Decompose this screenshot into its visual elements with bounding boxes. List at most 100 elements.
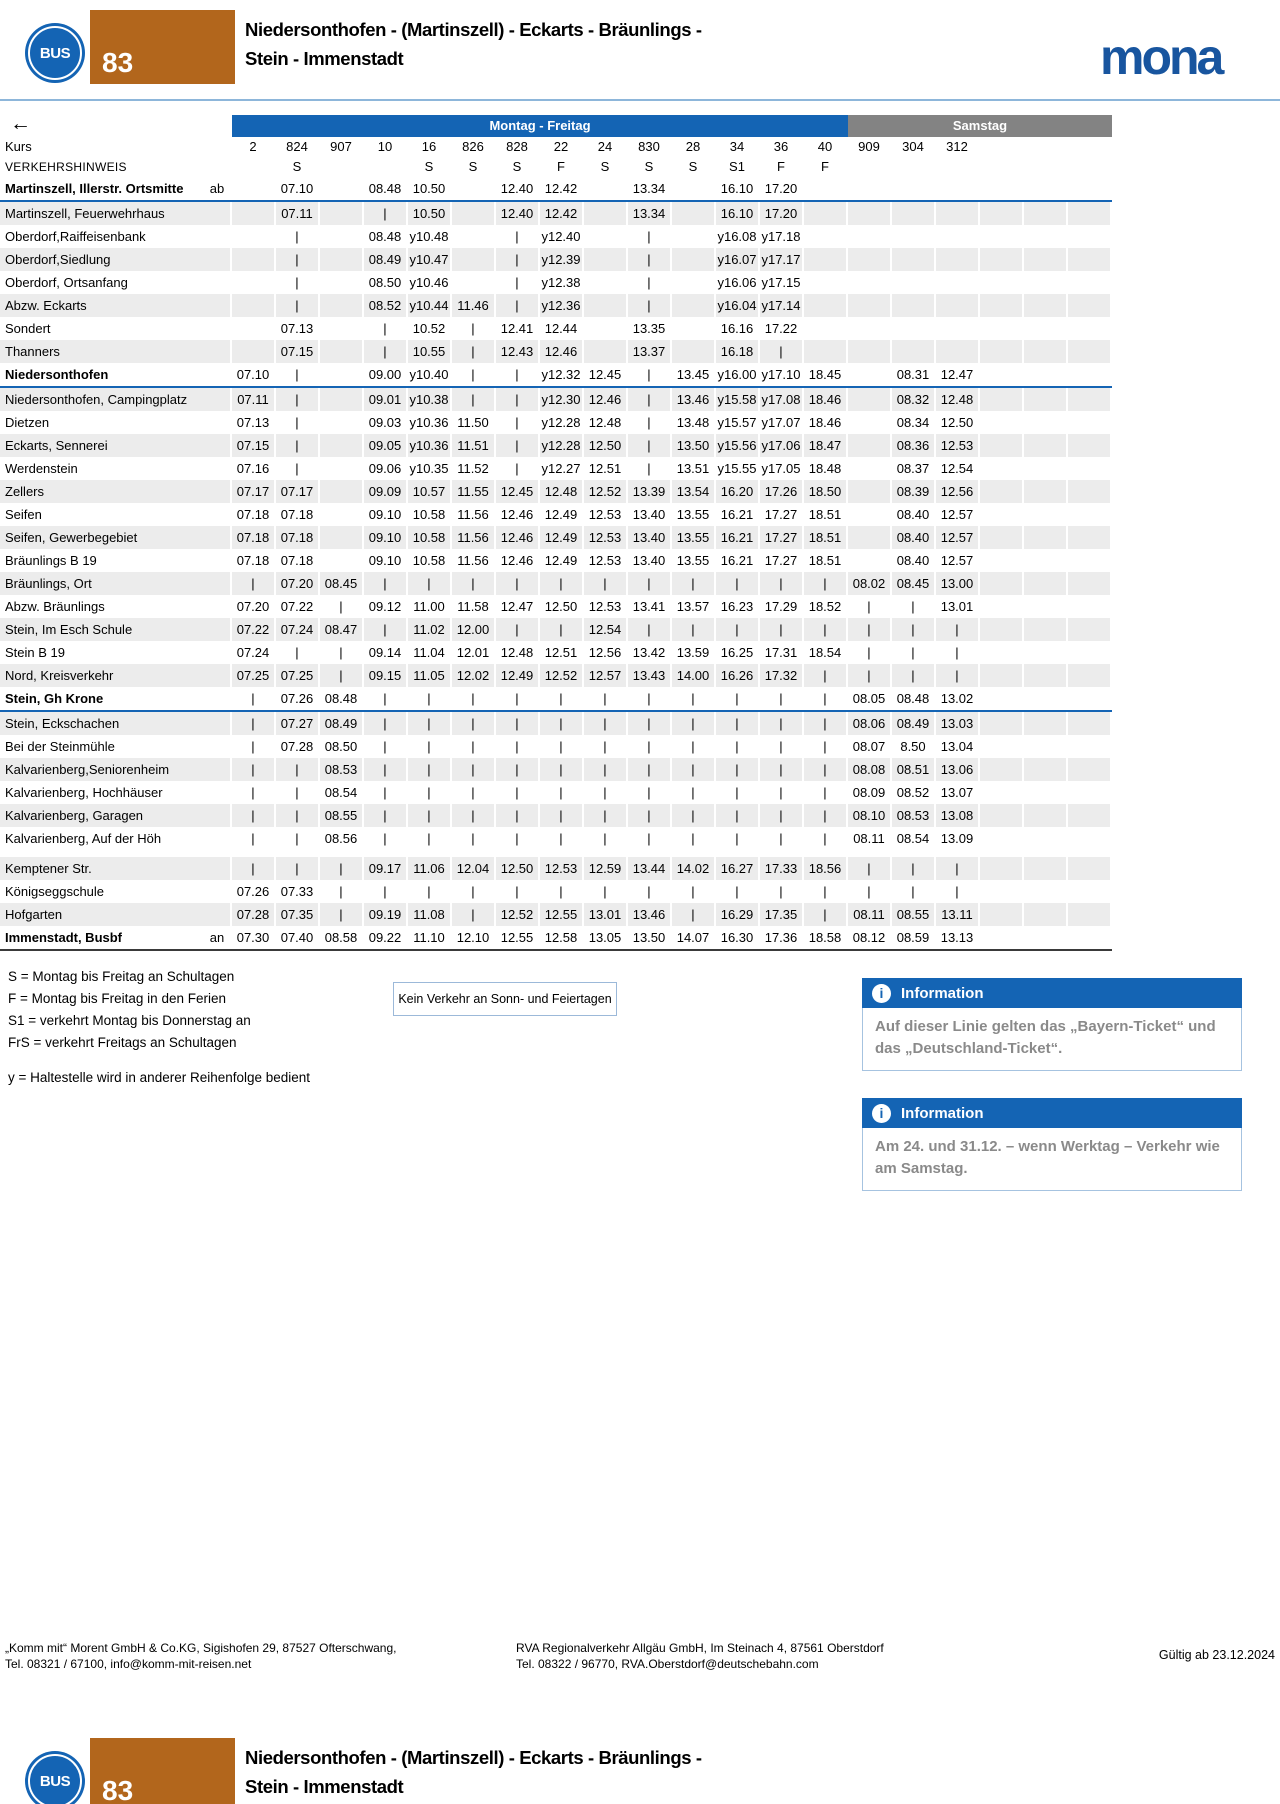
time-cell: |	[716, 781, 760, 804]
time-cell: 10.58	[408, 549, 452, 572]
time-cell: 18.45	[804, 363, 848, 386]
time-cell: |	[276, 294, 320, 317]
page-footer-header: BUS 83 Niedersonthofen - (Martinszell) -…	[0, 1738, 1280, 1804]
time-cell: |	[452, 781, 496, 804]
time-cell: |	[496, 687, 540, 710]
time-cell	[1024, 712, 1068, 735]
time-cell: |	[364, 827, 408, 850]
time-cell: 11.00	[408, 595, 452, 618]
time-cell	[1024, 549, 1068, 572]
time-cell: 11.50	[452, 411, 496, 434]
operator2-address: RVA Regionalverkehr Allgäu GmbH, Im Stei…	[516, 1641, 884, 1655]
time-cell: 08.08	[848, 758, 892, 781]
time-cell: 08.52	[364, 294, 408, 317]
time-cell	[1024, 503, 1068, 526]
time-cell: |	[716, 735, 760, 758]
time-cell	[1068, 735, 1112, 758]
time-cell: |	[716, 687, 760, 710]
time-cell: 13.45	[672, 363, 716, 386]
time-cell: 14.02	[672, 857, 716, 880]
time-cell: 10.57	[408, 480, 452, 503]
time-cell: 12.50	[584, 434, 628, 457]
time-cell: |	[760, 781, 804, 804]
ab-an-marker	[204, 857, 232, 880]
time-cell	[1024, 317, 1068, 340]
time-cell: |	[364, 880, 408, 903]
time-cell: 13.04	[936, 735, 980, 758]
time-cell: 13.55	[672, 549, 716, 572]
time-cell: 13.00	[936, 572, 980, 595]
time-cell	[320, 248, 364, 271]
time-cell: |	[496, 434, 540, 457]
stop-name: Seifen	[5, 507, 42, 522]
table-row: Martinszell, Feuerwehrhaus 07.11 | 10.50 12.…	[0, 202, 1112, 225]
time-cell: |	[892, 880, 936, 903]
time-cell	[1068, 434, 1112, 457]
time-cell: 09.10	[364, 549, 408, 572]
time-cell	[232, 202, 276, 225]
time-cell	[936, 317, 980, 340]
time-cell: 12.50	[936, 411, 980, 434]
table-row: Dietzen 07.13 | 09.03 y10.36 11.50 | y12.28 12.4…	[0, 411, 1112, 434]
time-cell: |	[276, 758, 320, 781]
time-cell	[1068, 177, 1112, 200]
time-cell: 13.54	[672, 480, 716, 503]
time-cell: y17.15	[760, 271, 804, 294]
time-cell	[848, 549, 892, 572]
time-cell	[980, 804, 1024, 827]
time-cell	[584, 177, 628, 200]
time-cell	[848, 363, 892, 386]
time-cell: 11.04	[408, 641, 452, 664]
time-cell: 12.57	[936, 503, 980, 526]
info-box-holidays: i Information Am 24. und 31.12. – wenn W…	[862, 1098, 1242, 1191]
time-cell: |	[276, 363, 320, 386]
time-cell: 11.56	[452, 503, 496, 526]
time-cell: 18.51	[804, 503, 848, 526]
table-row: Bräunlings B 19 07.18 07.18 09.10 10.58 11.56…	[0, 549, 1112, 572]
time-cell: y17.17	[760, 248, 804, 271]
time-cell	[980, 457, 1024, 480]
hinweis-code	[1068, 157, 1112, 177]
time-cell: y15.55	[716, 457, 760, 480]
ab-an-marker	[204, 687, 232, 710]
time-cell	[980, 880, 1024, 903]
stop-name: Abzw. Bräunlings	[5, 599, 105, 614]
time-cell: 08.05	[848, 687, 892, 710]
time-cell: 17.22	[760, 317, 804, 340]
time-cell	[804, 271, 848, 294]
time-cell: 11.02	[408, 618, 452, 641]
time-cell	[584, 202, 628, 225]
time-cell	[320, 549, 364, 572]
time-cell: 08.51	[892, 758, 936, 781]
time-cell	[980, 526, 1024, 549]
ab-an-marker	[204, 664, 232, 687]
stop-name: Hofgarten	[0, 903, 204, 926]
ab-an-marker	[204, 804, 232, 827]
table-row: Immenstadt, Busbf an 07.30 07.40 08.58 09.22 1…	[0, 926, 1112, 951]
time-cell: y17.06	[760, 434, 804, 457]
time-cell: 12.42	[540, 202, 584, 225]
kurs-number: 824	[276, 137, 320, 157]
time-cell: |	[540, 781, 584, 804]
time-cell: |	[496, 225, 540, 248]
time-cell: |	[628, 225, 672, 248]
time-cell: 16.10	[716, 177, 760, 200]
row-gap	[0, 850, 1112, 857]
time-cell: |	[408, 880, 452, 903]
time-cell: 17.35	[760, 903, 804, 926]
time-cell: 11.06	[408, 857, 452, 880]
time-cell: 09.10	[364, 526, 408, 549]
time-cell	[320, 388, 364, 411]
time-cell: |	[496, 712, 540, 735]
ab-an-marker	[204, 411, 232, 434]
time-cell: 18.48	[804, 457, 848, 480]
time-cell: 08.48	[320, 687, 364, 710]
time-cell: 12.57	[584, 664, 628, 687]
time-cell: 12.47	[936, 363, 980, 386]
time-cell: 13.03	[936, 712, 980, 735]
kurs-number: 828	[496, 137, 540, 157]
stop-name: Bräunlings B 19	[5, 553, 97, 568]
time-cell: 12.58	[540, 926, 584, 949]
table-row: Seifen, Gewerbegebiet 07.18 07.18 09.10 10.5…	[0, 526, 1112, 549]
time-cell: |	[716, 827, 760, 850]
